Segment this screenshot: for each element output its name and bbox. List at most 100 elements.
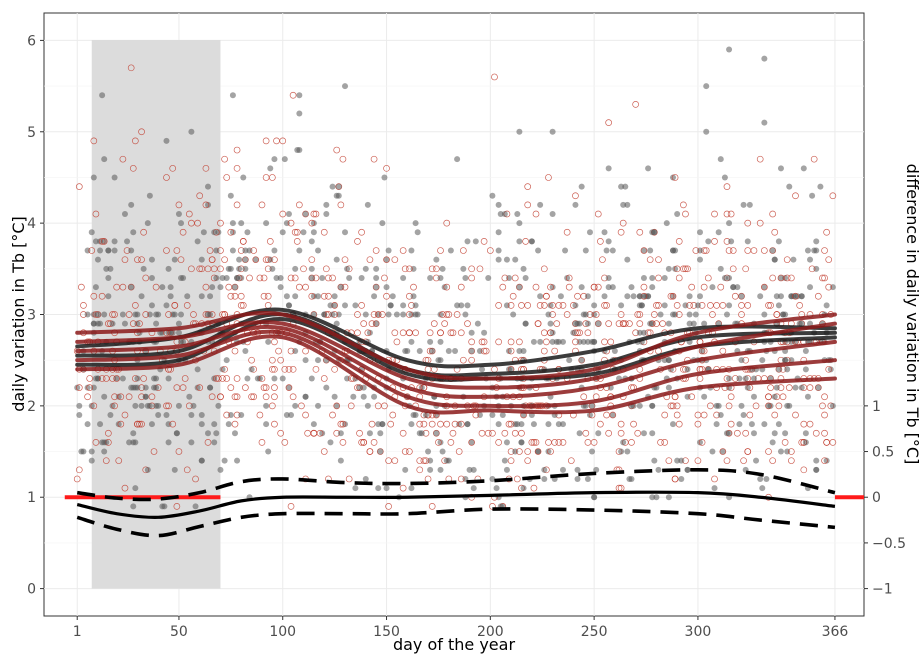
x-tick-label: 366 <box>822 624 849 640</box>
data-point <box>211 421 218 428</box>
data-point <box>115 457 123 465</box>
data-point <box>121 411 129 419</box>
data-point <box>532 283 540 291</box>
data-point <box>597 420 604 428</box>
data-point <box>215 402 222 409</box>
data-point <box>279 210 287 218</box>
data-point <box>777 293 784 300</box>
data-point <box>495 229 502 236</box>
data-point <box>258 375 266 382</box>
data-point <box>489 412 496 418</box>
data-point <box>88 229 95 236</box>
data-point <box>516 448 523 455</box>
data-point <box>134 420 141 428</box>
data-point <box>427 274 434 281</box>
data-point <box>670 421 677 428</box>
data-point <box>387 302 394 309</box>
data-point <box>385 247 392 254</box>
data-point <box>144 466 151 473</box>
data-point <box>319 430 326 437</box>
data-point <box>256 274 264 282</box>
data-point <box>578 357 585 364</box>
data-point <box>518 302 525 309</box>
data-point <box>437 357 444 364</box>
data-point <box>271 384 278 391</box>
data-point <box>260 274 268 282</box>
data-point <box>455 448 463 455</box>
data-point <box>428 420 436 428</box>
data-point <box>821 457 828 465</box>
data-point <box>761 283 768 291</box>
data-point <box>823 457 830 464</box>
data-point <box>709 284 716 291</box>
data-point <box>757 293 764 300</box>
data-point <box>277 429 285 437</box>
data-point <box>437 439 444 446</box>
data-point <box>729 247 737 254</box>
data-point <box>325 274 332 282</box>
data-point <box>540 302 548 309</box>
data-point <box>412 302 419 309</box>
data-point <box>229 92 236 99</box>
data-point <box>242 247 249 254</box>
data-point <box>441 320 449 327</box>
data-point <box>802 439 809 446</box>
data-point <box>630 293 637 300</box>
data-point <box>586 229 593 236</box>
data-point <box>211 439 218 446</box>
data-point <box>310 220 317 227</box>
data-point <box>90 292 98 300</box>
data-point <box>163 302 170 309</box>
data-point <box>375 485 382 492</box>
data-point <box>702 247 710 254</box>
data-point <box>238 412 245 418</box>
data-point <box>437 274 444 281</box>
data-point <box>611 348 618 355</box>
data-point <box>134 256 141 264</box>
data-point <box>670 174 677 181</box>
data-point <box>593 466 600 473</box>
data-point <box>495 439 502 446</box>
data-point <box>308 274 315 281</box>
data-point <box>127 64 135 72</box>
data-point <box>655 274 662 282</box>
data-point <box>771 393 778 400</box>
data-point <box>584 439 592 446</box>
data-point <box>381 274 388 282</box>
y-axis-title: daily variation in Tb [°C] <box>9 216 28 412</box>
data-point <box>402 348 409 355</box>
data-point <box>665 265 672 272</box>
data-point <box>383 164 390 172</box>
data-point <box>92 210 100 218</box>
data-point <box>750 430 757 437</box>
data-point <box>649 494 656 501</box>
data-point <box>578 284 585 291</box>
data-point <box>142 384 149 391</box>
data-point <box>373 274 380 281</box>
data-point <box>692 311 699 318</box>
data-point <box>265 448 272 455</box>
data-point <box>383 284 390 291</box>
data-point <box>281 365 289 373</box>
data-point <box>742 375 749 382</box>
data-point <box>489 475 496 482</box>
data-point <box>459 356 467 364</box>
data-point <box>175 402 182 409</box>
data-point <box>507 302 515 309</box>
data-point <box>360 320 368 327</box>
data-point <box>578 183 585 190</box>
smooth-line <box>75 329 837 409</box>
data-point <box>167 293 174 300</box>
data-point <box>543 338 550 346</box>
data-point <box>287 219 295 227</box>
data-point <box>821 247 828 254</box>
data-point <box>619 219 627 227</box>
data-point <box>292 265 299 272</box>
data-point <box>555 338 562 345</box>
data-point <box>591 338 598 345</box>
data-point <box>750 393 757 400</box>
data-point <box>563 311 571 318</box>
data-point <box>315 247 322 254</box>
data-point <box>655 256 662 264</box>
data-point <box>782 311 789 318</box>
